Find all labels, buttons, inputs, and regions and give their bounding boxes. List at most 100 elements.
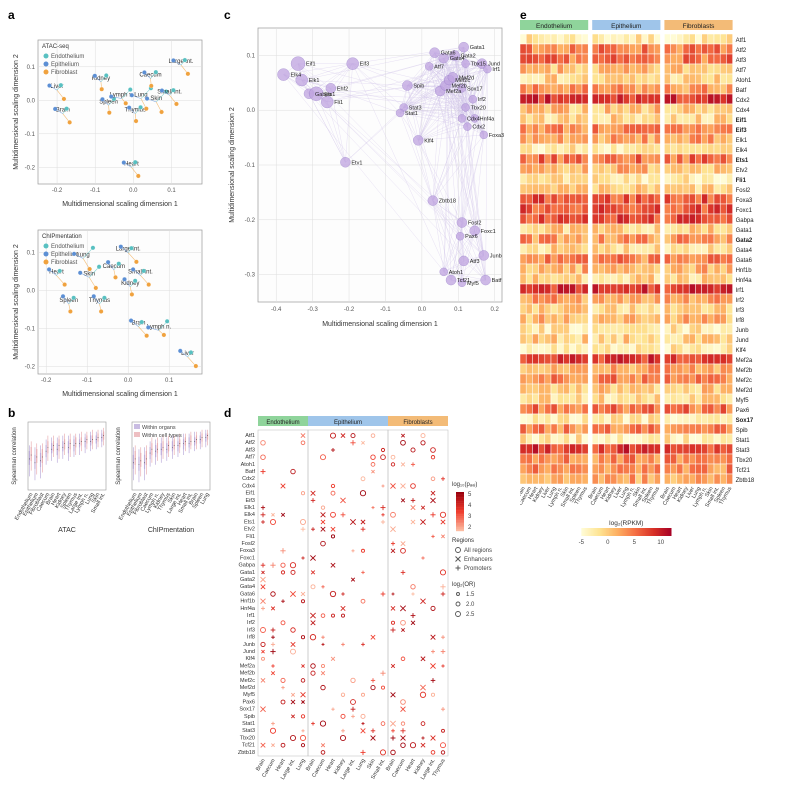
- svg-text:Etv1: Etv1: [351, 160, 362, 166]
- panel-c-label: c: [224, 8, 231, 22]
- svg-text:Jund: Jund: [736, 338, 749, 344]
- svg-text:Multidimensional scaling dimen: Multidimensional scaling dimension 2: [229, 107, 236, 223]
- svg-text:Hnf1b: Hnf1b: [736, 268, 753, 274]
- svg-text:0.1: 0.1: [165, 378, 174, 384]
- svg-text:Fli1: Fli1: [246, 534, 255, 540]
- svg-text:Atoh1: Atoh1: [736, 78, 752, 84]
- svg-text:Mef2b: Mef2b: [736, 368, 753, 374]
- svg-text:Promoters: Promoters: [464, 566, 492, 572]
- svg-text:Regions: Regions: [452, 538, 474, 544]
- svg-text:Fosl2: Fosl2: [468, 221, 481, 227]
- svg-text:Batf: Batf: [245, 469, 255, 475]
- svg-text:4: 4: [468, 503, 472, 509]
- svg-text:Stat1: Stat1: [405, 111, 418, 117]
- svg-text:Fosl2: Fosl2: [242, 541, 255, 547]
- svg-text:Spearman correlation: Spearman correlation: [116, 427, 122, 484]
- svg-text:Myf5: Myf5: [467, 281, 479, 287]
- svg-text:0.1: 0.1: [247, 53, 256, 59]
- boxplot-0: EndotheliumEpitheliumFibroblastCaecumBra…: [8, 416, 108, 536]
- svg-text:Fosl2: Fosl2: [736, 188, 751, 194]
- svg-text:Mef2a: Mef2a: [240, 663, 256, 669]
- svg-text:Atf3: Atf3: [736, 58, 747, 64]
- svg-text:Endothelium: Endothelium: [51, 54, 84, 60]
- svg-text:Epithelium: Epithelium: [51, 62, 79, 68]
- svg-text:5: 5: [633, 540, 637, 544]
- svg-text:Sox17: Sox17: [467, 86, 483, 92]
- svg-text:-5: -5: [579, 540, 585, 544]
- svg-text:Irf2: Irf2: [736, 298, 745, 304]
- svg-text:Zbtb18: Zbtb18: [736, 478, 755, 484]
- svg-text:2.5: 2.5: [466, 612, 475, 618]
- svg-text:0: 0: [606, 540, 610, 544]
- svg-text:Multidimensional scaling dimen: Multidimensional scaling dimension 1: [322, 321, 438, 328]
- svg-text:Hnf4a: Hnf4a: [240, 606, 256, 612]
- svg-text:Atf7: Atf7: [434, 64, 444, 70]
- svg-text:Gata1: Gata1: [736, 228, 753, 234]
- svg-text:0.0: 0.0: [27, 98, 36, 104]
- svg-text:Jund: Jund: [243, 649, 255, 655]
- mds-plot-0: -0.2-0.10.00.1-0.2-0.10.00.1ATAC-seqEndo…: [8, 20, 208, 210]
- svg-text:Zbtb18: Zbtb18: [238, 750, 255, 756]
- svg-text:10: 10: [657, 540, 664, 544]
- svg-text:Junb: Junb: [243, 642, 255, 648]
- figure-grid: a -0.2-0.10.00.1-0.2-0.10.00.1ATAC-seqEn…: [8, 8, 792, 796]
- enrichment-dotplot: EndotheliumEpitheliumFibroblastsAtf1Atf2…: [224, 416, 450, 796]
- tf-network: -0.4-0.3-0.2-0.10.00.10.2-0.3-0.2-0.10.0…: [224, 20, 508, 330]
- svg-text:Ets1: Ets1: [736, 158, 749, 164]
- svg-text:-0.2: -0.2: [25, 364, 36, 370]
- svg-text:2: 2: [468, 525, 472, 531]
- svg-text:Atf7: Atf7: [245, 455, 255, 461]
- svg-text:Fibroblast: Fibroblast: [51, 260, 78, 266]
- mds-plot-1: -0.2-0.10.00.1-0.2-0.10.00.1ChIPmentatio…: [8, 210, 208, 400]
- svg-text:Multidimensional scaling dimen: Multidimensional scaling dimension 1: [62, 201, 178, 208]
- svg-text:Irf8: Irf8: [736, 318, 745, 324]
- svg-text:Fibroblast: Fibroblast: [51, 70, 78, 76]
- svg-text:Mef2d: Mef2d: [459, 75, 474, 81]
- svg-text:Thymus: Thymus: [89, 298, 110, 304]
- svg-text:Endothelium: Endothelium: [266, 420, 299, 426]
- svg-text:Sox17: Sox17: [239, 707, 255, 713]
- svg-text:Klf4: Klf4: [246, 656, 255, 662]
- svg-text:Batf: Batf: [736, 88, 747, 94]
- svg-text:Gata2: Gata2: [240, 577, 255, 583]
- svg-text:Irf8: Irf8: [247, 635, 255, 641]
- svg-text:Atoh1: Atoh1: [449, 270, 463, 276]
- svg-text:Enhancers: Enhancers: [464, 557, 493, 563]
- svg-text:Junb: Junb: [490, 253, 502, 259]
- svg-text:Mef2a: Mef2a: [736, 358, 753, 364]
- svg-text:Etv2: Etv2: [244, 527, 255, 533]
- svg-text:Within organs: Within organs: [142, 425, 176, 431]
- svg-text:0.1: 0.1: [454, 307, 463, 313]
- panel-a-label: a: [8, 8, 15, 22]
- svg-text:Spib: Spib: [736, 428, 749, 434]
- svg-text:Gata6: Gata6: [240, 591, 255, 597]
- svg-text:Endothelium: Endothelium: [536, 23, 572, 30]
- svg-text:Irf2: Irf2: [247, 620, 255, 626]
- boxplot-1: EndotheliumEpitheliumFibroblastCaecumLym…: [112, 416, 212, 536]
- svg-text:Spib: Spib: [244, 714, 255, 720]
- svg-text:Hnf1b: Hnf1b: [240, 599, 255, 605]
- svg-text:ChIPmentation: ChIPmentation: [148, 527, 194, 534]
- svg-text:Sox17: Sox17: [736, 418, 754, 424]
- svg-text:-0.2: -0.2: [52, 188, 63, 194]
- svg-text:Hnf4a: Hnf4a: [480, 116, 496, 122]
- panel-d-legend: log₁₀(pₐₔⱼ)5432RegionsAll regionsEnhance…: [450, 416, 514, 796]
- panel-e: e EndotheliumEpitheliumFibroblastsAtf1At…: [520, 8, 790, 796]
- svg-text:Foxc1: Foxc1: [240, 555, 255, 561]
- svg-text:Cdx2: Cdx2: [242, 476, 255, 482]
- svg-text:Ets1: Ets1: [244, 519, 255, 525]
- svg-text:Fli1: Fli1: [736, 178, 747, 184]
- svg-text:Mef2b: Mef2b: [240, 671, 255, 677]
- svg-text:Irf3: Irf3: [736, 308, 745, 314]
- svg-text:Tbx20: Tbx20: [471, 105, 486, 111]
- svg-text:Etv2: Etv2: [736, 168, 749, 174]
- svg-text:Irf1: Irf1: [736, 288, 745, 294]
- panel-c: c -0.4-0.3-0.2-0.10.00.10.2-0.3-0.2-0.10…: [224, 8, 514, 400]
- svg-text:ChIPmentation: ChIPmentation: [42, 234, 82, 240]
- svg-text:Elk4: Elk4: [290, 73, 301, 79]
- expression-heatmap: EndotheliumEpitheliumFibroblastsAtf1Atf2…: [520, 20, 773, 544]
- svg-text:log₁₀(pₐₔⱼ): log₁₀(pₐₔⱼ): [452, 482, 477, 488]
- svg-text:Myf5: Myf5: [243, 692, 255, 698]
- svg-text:Multidimensional scaling dimen: Multidimensional scaling dimension 2: [13, 54, 20, 170]
- svg-text:Epithelium: Epithelium: [334, 420, 362, 426]
